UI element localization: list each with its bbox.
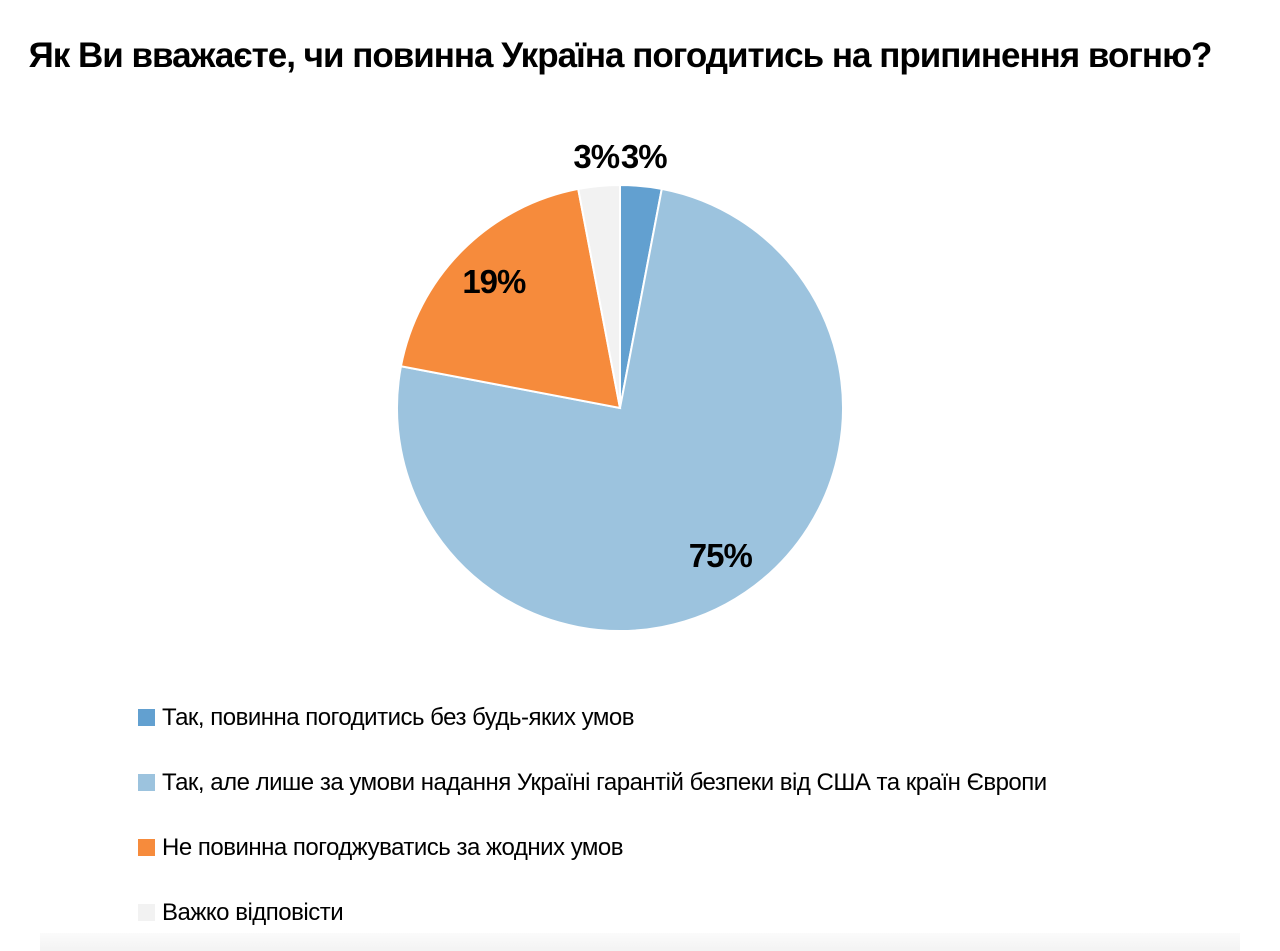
legend-swatch-icon bbox=[138, 774, 155, 791]
legend-swatch-icon bbox=[138, 839, 155, 856]
legend-item: Не повинна погоджуватись за жодних умов bbox=[138, 833, 1047, 861]
plot-area: 3% 75% 19% 3% bbox=[390, 138, 850, 638]
legend-label: Так, повинна погодитись без будь-яких ум… bbox=[162, 703, 634, 731]
chart-title: Як Ви вважаєте, чи повинна Україна погод… bbox=[28, 36, 1213, 75]
legend: Так, повинна погодитись без будь-яких ум… bbox=[138, 703, 1047, 951]
legend-item: Важко відповісти bbox=[138, 898, 1047, 926]
pie-chart bbox=[396, 183, 844, 632]
pie-slice bbox=[399, 187, 622, 410]
legend-swatch-icon bbox=[138, 904, 155, 921]
legend-swatch-icon bbox=[138, 709, 155, 726]
data-label: 3% bbox=[573, 138, 620, 176]
legend-label: Не повинна погоджуватись за жодних умов bbox=[162, 833, 624, 861]
pie-slice bbox=[396, 187, 844, 632]
pie-slice bbox=[577, 183, 621, 409]
legend-label: Так, але лише за умови надання Україні г… bbox=[162, 768, 1047, 796]
legend-item: Так, повинна погодитись без будь-яких ум… bbox=[138, 703, 1047, 731]
data-label: 3% bbox=[620, 138, 668, 176]
bottom-page-edge bbox=[40, 933, 1240, 951]
legend-item: Так, але лише за умови надання Україні г… bbox=[138, 768, 1047, 796]
legend-label: Важко відповісти bbox=[162, 898, 344, 926]
